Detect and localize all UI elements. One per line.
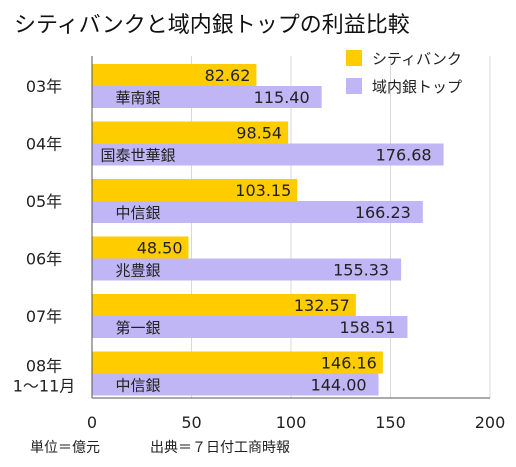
bars (92, 64, 444, 396)
category-label: 08年 1〜11月 (13, 357, 76, 396)
bank-name-label: 中信銀 (115, 377, 160, 395)
legend-label: シティバンク (372, 50, 462, 68)
value-label-domestic-top: 115.40 (254, 88, 310, 107)
chart-title: シティバンクと域内銀トップの利益比較 (14, 13, 410, 38)
unit-note: 単位＝億元 (30, 440, 100, 456)
legend-label: 域内銀トップ (372, 78, 462, 96)
value-label-domestic-top: 155.33 (333, 261, 389, 280)
category-label: 07年 (26, 307, 62, 326)
bar-domestic-top (92, 258, 402, 281)
x-tick-label: 100 (276, 413, 307, 432)
bank-name-label: 国泰世華銀 (100, 147, 175, 165)
value-label-citibank: 146.16 (321, 354, 377, 373)
bar-citibank (92, 179, 298, 201)
value-label-domestic-top: 166.23 (355, 203, 411, 222)
bar-citibank (92, 351, 383, 374)
bar-domestic-top (92, 86, 322, 108)
legend-swatch (346, 50, 362, 66)
bar-domestic-top (92, 373, 379, 396)
value-label-citibank: 48.50 (137, 239, 183, 258)
bar-domestic-top (92, 201, 423, 223)
x-tick-label: 0 (87, 413, 97, 432)
bar-citibank (92, 64, 257, 86)
x-axis: 0 50 100 150 200 (87, 56, 505, 432)
category-label: 06年 (26, 250, 62, 269)
value-label-domestic-top: 176.68 (376, 146, 432, 165)
bar-citibank (92, 294, 356, 316)
bank-name-label: 第一銀 (115, 319, 160, 337)
bar-domestic-top (92, 143, 444, 166)
value-label-citibank: 82.62 (205, 66, 251, 85)
x-tick-label: 200 (475, 413, 506, 432)
bank-name-label: 中信銀 (115, 204, 160, 222)
category-label: 05年 (26, 192, 62, 211)
x-tick-label: 150 (375, 413, 406, 432)
value-label-citibank: 103.15 (235, 181, 291, 200)
category-label: 03年 (26, 77, 62, 96)
bar-domestic-top (92, 316, 408, 338)
value-label-citibank: 98.54 (236, 124, 282, 143)
value-label-citibank: 132.57 (294, 296, 350, 315)
x-tick-label: 50 (181, 413, 201, 432)
category-label: 04年 (26, 135, 62, 154)
value-label-domestic-top: 158.51 (339, 318, 395, 337)
bank-name-label: 兆豊銀 (115, 262, 160, 280)
bank-name-label: 華南銀 (115, 89, 160, 107)
legend-swatch (346, 78, 362, 94)
bar-citibank (92, 121, 289, 144)
bar-citibank (92, 236, 189, 259)
source-note: 出典＝７日付工商時報 (150, 440, 290, 456)
value-label-domestic-top: 144.00 (311, 376, 367, 395)
